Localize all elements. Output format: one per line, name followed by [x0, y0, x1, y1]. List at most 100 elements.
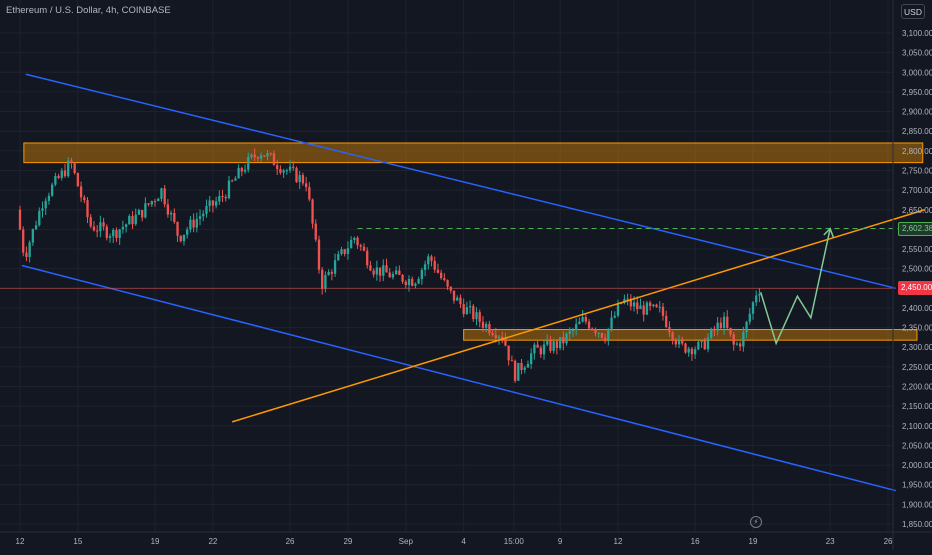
candle-body: [166, 204, 170, 215]
candle-body: [288, 166, 292, 171]
candle-body: [256, 157, 260, 159]
candle-body: [83, 197, 86, 201]
channel-upper-line: [25, 73, 896, 290]
candle-body: [652, 304, 655, 306]
candle-body: [597, 332, 600, 334]
time-tick-label: 19: [151, 537, 160, 546]
candle-body: [218, 196, 221, 202]
candle-body: [687, 348, 690, 353]
candle-body: [269, 153, 272, 155]
candle-body: [729, 327, 732, 335]
candle-body: [169, 212, 173, 215]
candle-body: [362, 246, 366, 251]
candle-body: [115, 229, 118, 238]
candle-body: [478, 312, 481, 322]
candle-body: [359, 245, 362, 247]
candle-body: [340, 249, 343, 254]
candle-body: [584, 316, 587, 322]
candle-body: [417, 279, 420, 284]
candle-body: [587, 321, 591, 329]
candle-body: [552, 341, 555, 351]
candle-body: [234, 178, 237, 181]
candle-body: [533, 344, 536, 354]
candle-body: [112, 229, 115, 237]
candle-body: [369, 265, 372, 271]
candle-body: [211, 200, 215, 206]
candle-body: [304, 183, 308, 188]
candle-body: [86, 200, 89, 218]
candle-body: [758, 293, 761, 296]
symbol-title: Ethereum / U.S. Dollar, 4h, COINBASE: [6, 5, 171, 16]
candle-body: [147, 203, 150, 205]
candle-body: [108, 236, 112, 238]
price-tick-label: 2,100.00: [902, 422, 932, 431]
candle-body: [144, 203, 147, 218]
candle-body: [565, 333, 568, 344]
candle-body: [443, 278, 446, 281]
candle-body: [401, 274, 404, 282]
candle-body: [748, 313, 751, 322]
candle-body: [301, 175, 305, 184]
candle-body: [266, 153, 269, 157]
candle-body: [227, 180, 231, 199]
candle-body: [141, 209, 144, 218]
time-tick-label: 15:00: [504, 537, 525, 546]
candle-body: [54, 175, 57, 185]
candle-body: [491, 332, 494, 335]
candle-body: [67, 160, 70, 177]
candle-body: [713, 328, 716, 331]
candle-body: [668, 327, 671, 333]
candle-body: [706, 337, 710, 350]
time-tick-label: 22: [208, 537, 217, 546]
resistance-zone: [23, 142, 924, 164]
candle-body: [510, 360, 514, 362]
candle-body: [703, 340, 706, 350]
candle-body: [292, 166, 295, 168]
candle-body: [722, 316, 726, 328]
candle-body: [433, 260, 436, 270]
candle-body: [134, 214, 137, 225]
tradingview-logo-icon[interactable]: ⚡: [750, 516, 762, 528]
candle-body: [198, 216, 202, 219]
candle-body: [575, 324, 578, 331]
time-tick-label: 4: [461, 537, 466, 546]
candle-body: [475, 312, 478, 320]
candle-body: [176, 221, 179, 236]
candle-body: [501, 336, 504, 339]
candle-body: [47, 195, 51, 201]
candle-body: [157, 198, 160, 202]
candle-body: [70, 160, 73, 164]
candle-body: [224, 197, 227, 199]
candle-body: [404, 281, 407, 286]
candle-body: [208, 200, 211, 206]
candle-body: [333, 260, 337, 274]
candle-body: [317, 239, 321, 270]
candle-body: [513, 360, 517, 381]
candle-body: [76, 173, 80, 187]
price-tick-label: 2,200.00: [902, 383, 932, 392]
candle-body: [231, 180, 234, 182]
candle-body: [539, 347, 542, 355]
time-tick-label: 19: [749, 537, 758, 546]
candle-body: [755, 295, 758, 303]
candle-body: [738, 343, 742, 347]
price-tick-label: 2,850.00: [902, 127, 932, 136]
candle-body: [690, 348, 694, 355]
time-axis: 12 15 19 22 26 29 Sep 4 15:00 9 12 16 19 23 26: [0, 531, 932, 546]
candle-body: [96, 230, 99, 232]
price-tick-label: 2,050.00: [902, 441, 932, 450]
candle-body: [697, 341, 700, 350]
candle-body: [240, 167, 243, 172]
candle-body: [594, 329, 597, 334]
candle-body: [105, 226, 108, 238]
candle-body: [485, 323, 488, 328]
candle-body: [382, 265, 385, 276]
candle-body: [488, 323, 491, 333]
candle-body: [626, 298, 629, 300]
candle-body: [632, 302, 636, 307]
currency-button[interactable]: USD: [901, 4, 925, 19]
candle-body: [250, 154, 253, 157]
candle-body: [578, 321, 581, 325]
